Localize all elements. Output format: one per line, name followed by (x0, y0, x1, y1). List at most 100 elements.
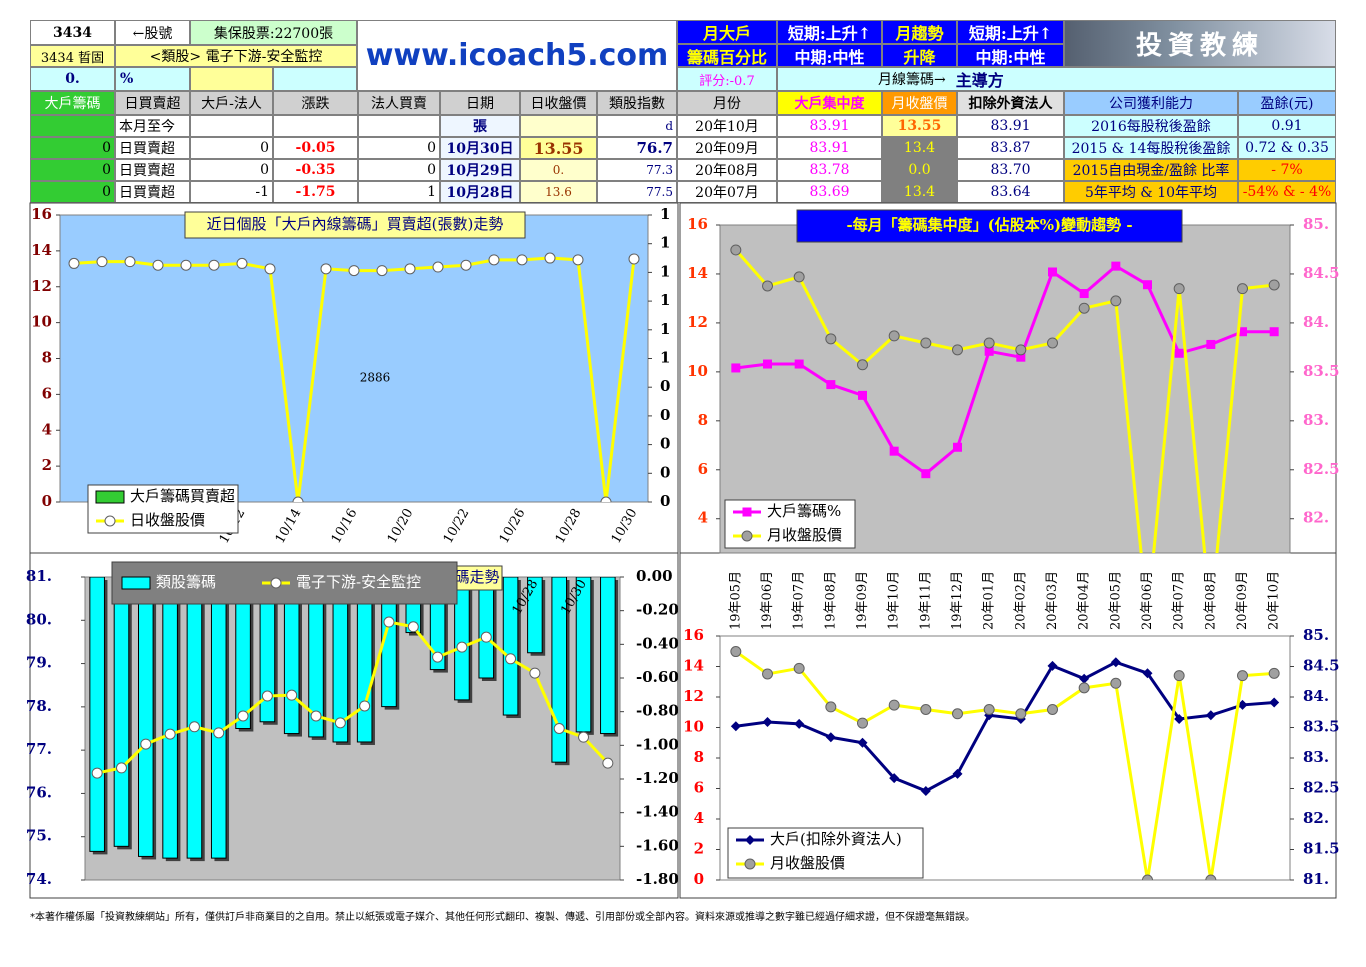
marker (745, 835, 755, 845)
marker (825, 333, 837, 345)
tick-label: 8 (698, 411, 708, 429)
tick-label: -0.60 (636, 668, 679, 686)
marker (742, 507, 752, 517)
table-cell: 0. (520, 159, 597, 181)
line (734, 650, 1275, 880)
tick-label: 14 (683, 657, 704, 675)
marker (889, 446, 899, 456)
marker (320, 263, 332, 275)
marker (264, 263, 276, 275)
marker (124, 256, 136, 268)
marker (310, 710, 322, 722)
table-cell (520, 115, 597, 137)
marker (857, 737, 868, 748)
shares: 集保股票:22700張 (190, 20, 357, 45)
marker (1078, 682, 1090, 694)
marker (270, 577, 282, 589)
marker (292, 496, 304, 502)
column-header: 法人買賣 (358, 91, 440, 115)
table-cell: 20年09月 (677, 137, 777, 159)
marker (921, 469, 931, 479)
table-cell: 0 (190, 137, 273, 159)
marker (404, 263, 416, 275)
marker (762, 717, 773, 728)
tick-label: -1.00 (636, 735, 679, 753)
marker (91, 767, 103, 779)
tick-label: 12 (31, 277, 52, 295)
marker (348, 265, 360, 277)
marker (741, 530, 753, 542)
x-tick-label: 20年01月 (982, 571, 997, 630)
marker (152, 259, 164, 271)
tick-label: 14 (687, 264, 708, 282)
marker (1079, 289, 1089, 299)
tick-label: 0 (660, 435, 670, 453)
tick-label: 1 (660, 320, 670, 338)
bar (259, 577, 276, 723)
marker (730, 646, 742, 658)
table-cell: 83.91 (777, 115, 882, 137)
marker (762, 280, 773, 292)
table-cell: 2015自由現金/盈餘 比率 (1064, 159, 1238, 181)
marker (952, 708, 963, 720)
tick-label: 8 (694, 748, 704, 766)
plot (68, 252, 640, 502)
monthly-big: 籌碼百分比 (677, 44, 777, 67)
x-tick-label: 19年05月 (728, 571, 743, 630)
x-tick-label: 20年10月 (1267, 571, 1282, 630)
x-tick-label: 20年06月 (1140, 571, 1155, 630)
tick-label: 78. (26, 697, 52, 715)
marker (602, 757, 614, 769)
marker (1174, 348, 1184, 358)
marker (1174, 713, 1185, 724)
table-cell: 13.55 (520, 137, 597, 159)
x-tick-label: 20年07月 (1172, 571, 1187, 630)
tick-label: 83. (1303, 411, 1329, 429)
chart-title: 近日個股「大戶內線籌碼」買賣超(張數)走勢 (207, 215, 504, 233)
x-tick-label: 19年11月 (918, 571, 933, 630)
x-tick-label: 20年05月 (1108, 571, 1123, 630)
bar (356, 577, 373, 743)
tick-label: 10 (31, 313, 52, 331)
marker (1206, 339, 1216, 349)
marker (115, 762, 127, 774)
table-cell: 83.70 (957, 159, 1064, 181)
marker (952, 768, 963, 779)
table-cell: 83.91 (957, 115, 1064, 137)
table-cell: 0.0 (882, 159, 957, 181)
marker (1047, 337, 1058, 349)
marker (1142, 668, 1153, 679)
marker (359, 700, 371, 712)
marker (1205, 710, 1216, 721)
tick-label: 6 (698, 460, 708, 478)
tick-label: 14 (31, 241, 52, 259)
legend-swatch (95, 490, 125, 504)
tick-label: 81. (26, 567, 52, 585)
marker (529, 667, 541, 679)
column-header: 大戶集中度 (777, 91, 882, 115)
bar (138, 577, 154, 857)
marker (208, 259, 220, 271)
tick-label: 1 (660, 205, 670, 223)
legend-swatch (121, 576, 151, 590)
table-cell: 13.55 (882, 115, 957, 137)
marker (1205, 874, 1217, 880)
marker (888, 699, 900, 711)
tick-label: 0.00 (636, 567, 673, 585)
tick-label: -0.80 (636, 702, 679, 720)
table-cell: 20年08月 (677, 159, 777, 181)
marker (889, 773, 900, 784)
marker (952, 344, 963, 356)
marker (793, 271, 805, 283)
bar (454, 577, 470, 701)
monthly-big: 月大戶 (677, 20, 777, 44)
marker (286, 689, 298, 701)
marker (1110, 677, 1122, 689)
tick-label: -1.60 (636, 836, 679, 854)
tick-label: -1.40 (636, 803, 679, 821)
marker (460, 259, 472, 271)
bar (332, 577, 349, 743)
marker (1268, 279, 1280, 291)
chart-title: 碼走勢 (454, 568, 499, 586)
